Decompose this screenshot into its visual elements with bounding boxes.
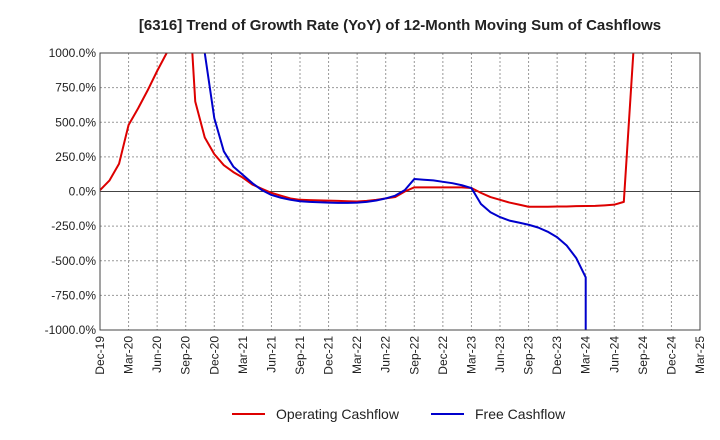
series-line-free-cashflow [203,53,587,330]
x-tick-label: Jun-24 [607,336,621,373]
x-tick-label: Mar-23 [464,336,478,374]
legend-label: Operating Cashflow [276,406,400,422]
y-tick-label: -1000.0% [45,323,97,337]
x-tick-label: Dec-23 [550,336,564,375]
x-tick-label: Sep-23 [522,336,536,375]
x-tick-label: Dec-22 [436,336,450,375]
y-axis-ticks: 1000.0% 750.0% 500.0% 250.0% 0.0% -250.0% -500… [45,46,97,337]
y-tick-label: 500.0% [55,115,96,129]
legend-label: Free Cashflow [475,406,566,422]
plot-frame [99,52,701,331]
x-tick-label: Dec-21 [322,336,336,375]
x-tick-label: Mar-21 [236,336,250,374]
x-tick-label: Mar-25 [693,336,707,374]
x-tick-label: Jun-22 [379,336,393,373]
y-tick-label: 1000.0% [49,46,97,60]
x-tick-label: Mar-20 [122,336,136,374]
chart-title: [6316] Trend of Growth Rate (YoY) of 12-… [139,17,661,34]
x-tick-label: Dec-20 [207,336,221,375]
x-tick-label: Sep-20 [179,336,193,375]
x-tick-label: Dec-24 [664,336,678,375]
x-tick-label: Sep-21 [293,336,307,375]
x-tick-label: Mar-22 [350,336,364,374]
y-tick-label: 750.0% [55,81,96,95]
y-tick-label: -500.0% [51,254,96,268]
x-tick-label: Mar-24 [579,336,593,374]
y-tick-label: 0.0% [69,185,97,199]
y-tick-label: -750.0% [51,288,96,302]
series-group [100,53,635,330]
x-tick-label: Jun-21 [264,336,278,373]
x-tick-label: Sep-22 [407,336,421,375]
x-tick-label: Sep-24 [636,336,650,375]
y-tick-label: 250.0% [55,150,96,164]
x-tick-label: Jun-20 [150,336,164,373]
legend: Operating Cashflow Free Cashflow [232,406,566,422]
x-axis-ticks: Dec-19 Mar-20 Jun-20 Sep-20 Dec-20 Mar-21 Jun-… [93,336,707,375]
y-tick-label: -250.0% [51,219,96,233]
x-tick-label: Dec-19 [93,336,107,375]
x-tick-label: Jun-23 [493,336,507,373]
